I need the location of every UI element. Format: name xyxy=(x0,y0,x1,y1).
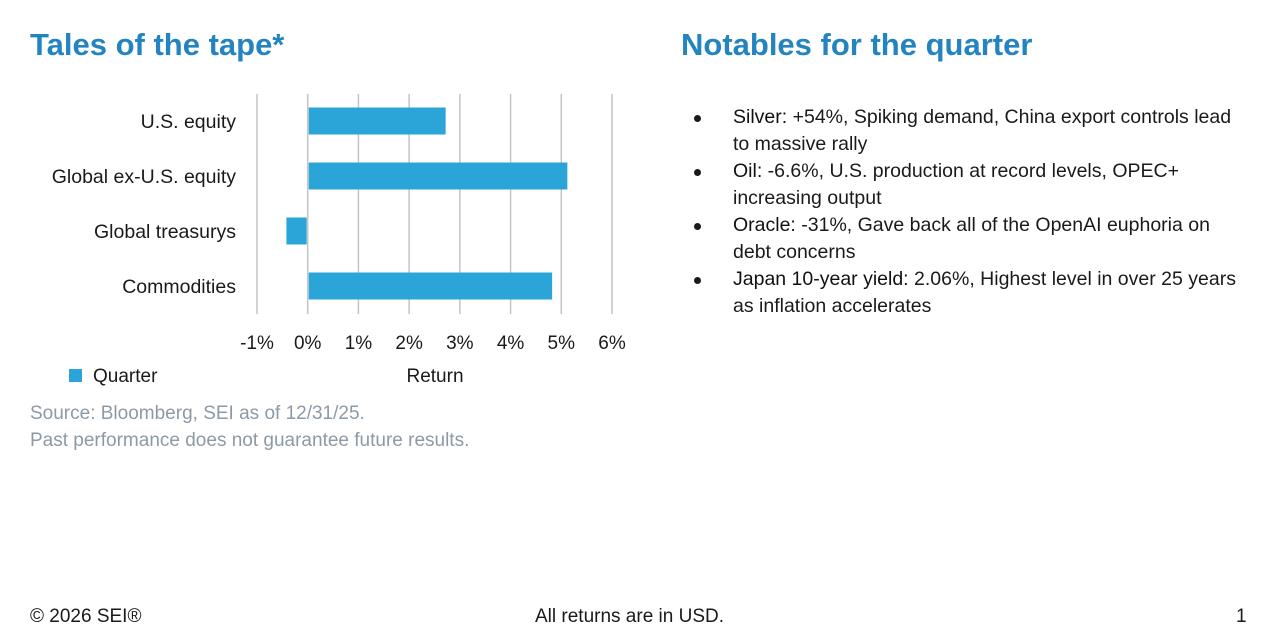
notable-item: Oracle: -31%, Gave back all of the OpenA… xyxy=(681,212,1251,266)
x-tick-label: 6% xyxy=(598,333,626,354)
chart-x-tick-labels: -1% 0% 1% 2% 3% 4% 5% 6% xyxy=(240,333,626,354)
notable-label: Oracle: xyxy=(733,214,796,236)
x-axis-title: Return xyxy=(406,366,463,387)
chart-category-labels: U.S. equity Global ex-U.S. equity Global t… xyxy=(52,111,237,298)
notable-text: +54%, Spiking demand, China export contr… xyxy=(733,106,1232,155)
chart-legend: Quarter xyxy=(69,366,158,387)
legend-label: Quarter xyxy=(93,366,158,387)
returns-bar-chart: U.S. equity Global ex-U.S. equity Global t… xyxy=(52,94,626,387)
page-number: 1 xyxy=(1236,606,1247,627)
category-label: Global ex-U.S. equity xyxy=(52,166,237,188)
footer-currency-note: All returns are in USD. xyxy=(535,606,725,627)
bar-commodities xyxy=(308,272,553,300)
notable-text: -31%, Gave back all of the OpenAI euphor… xyxy=(733,214,1210,263)
legend-swatch xyxy=(69,369,82,382)
notable-item: Oil: -6.6%, U.S. production at record le… xyxy=(681,158,1251,212)
notable-label: Silver: xyxy=(733,106,788,128)
x-tick-label: 3% xyxy=(446,333,474,354)
bar-global-treasurys xyxy=(286,217,307,245)
chart-bars xyxy=(286,107,568,300)
notables-title: Notables for the quarter xyxy=(681,27,1033,62)
notable-text: 2.06%, Highest level in over 25 years as… xyxy=(733,268,1236,317)
notable-item: Japan 10-year yield: 2.06%, Highest leve… xyxy=(681,266,1251,320)
x-tick-label: 0% xyxy=(294,333,322,354)
bar-global-ex-u-s-equity xyxy=(308,162,568,190)
category-label: Commodities xyxy=(122,276,236,298)
x-tick-label: -1% xyxy=(240,333,274,354)
x-tick-label: 1% xyxy=(345,333,373,354)
disclaimer-note: Past performance does not guarantee futu… xyxy=(30,430,470,451)
bullet-icon xyxy=(694,169,701,176)
x-tick-label: 5% xyxy=(548,333,576,354)
category-label: Global treasurys xyxy=(94,221,236,243)
notable-label: Oil: xyxy=(733,160,763,182)
bullet-icon xyxy=(694,223,701,230)
bar-u-s-equity xyxy=(308,107,446,135)
bullet-icon xyxy=(694,277,701,284)
notable-label: Japan 10-year yield: xyxy=(733,268,909,290)
x-tick-label: 2% xyxy=(395,333,423,354)
footer-copyright: © 2026 SEI® xyxy=(30,606,142,627)
notable-text: -6.6%, U.S. production at record levels,… xyxy=(733,160,1179,209)
bullet-icon xyxy=(694,115,701,122)
notables-list: Silver: +54%, Spiking demand, China expo… xyxy=(681,104,1251,320)
notable-item: Silver: +54%, Spiking demand, China expo… xyxy=(681,104,1251,158)
chart-title: Tales of the tape* xyxy=(30,27,285,62)
source-note: Source: Bloomberg, SEI as of 12/31/25. xyxy=(30,403,365,424)
category-label: U.S. equity xyxy=(141,111,237,133)
x-tick-label: 4% xyxy=(497,333,525,354)
